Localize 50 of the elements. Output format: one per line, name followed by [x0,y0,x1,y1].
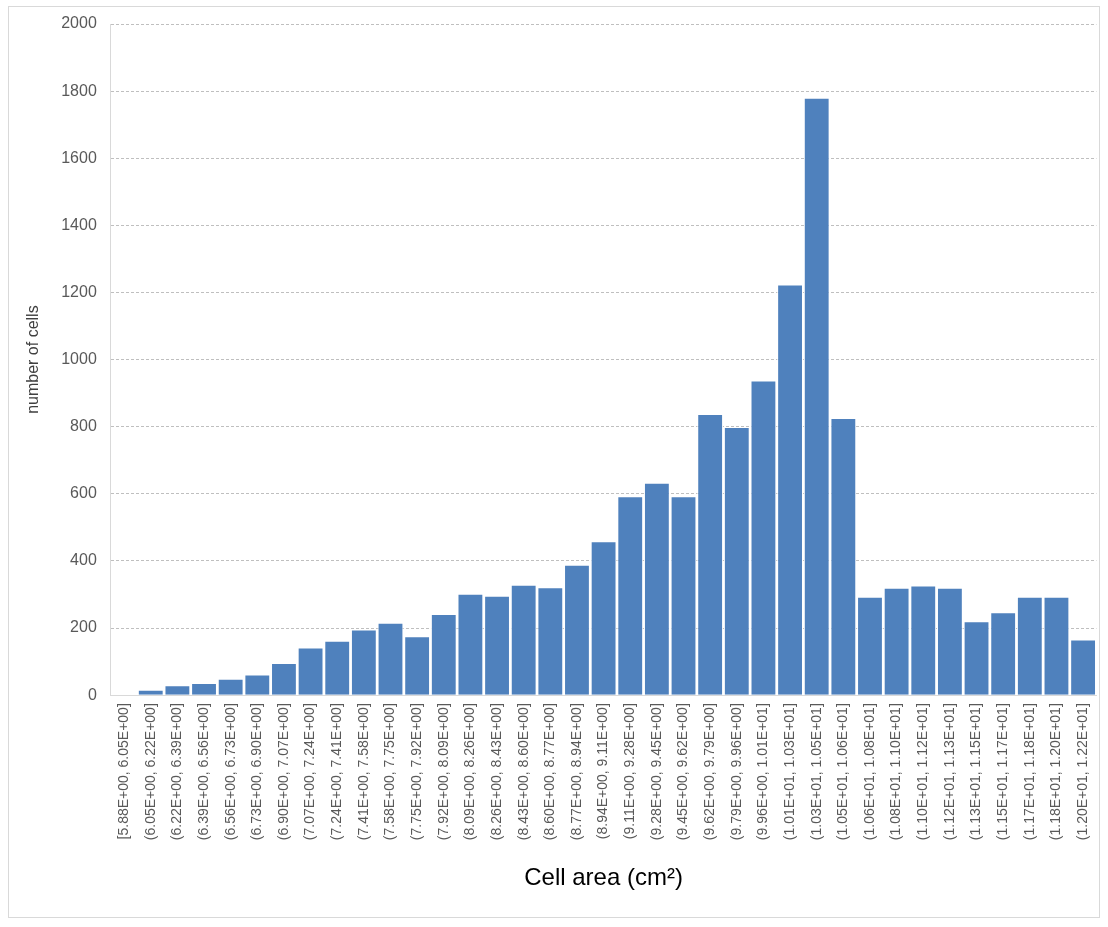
x-tick-label: (8.26E+00, 8.43E+00] [487,703,504,841]
x-tick-label: (1.03E+01, 1.05E+01] [807,703,824,841]
x-tick-label: (1.05E+01, 1.06E+01] [834,703,851,841]
y-tick-label: 600 [70,484,97,502]
x-tick-label: (7.75E+00, 7.92E+00] [407,703,424,841]
y-tick-label: 1600 [61,148,97,166]
x-tick-label: (1.12E+01, 1.13E+01] [940,703,957,841]
x-tick-label: (6.56E+00, 6.73E+00] [221,703,238,841]
x-tick-label: (7.07E+00, 7.24E+00] [301,703,318,841]
y-tick-label: 800 [70,417,97,435]
x-tick-label: (9.45E+00, 9.62E+00] [674,703,691,841]
x-tick-label: (1.08E+01, 1.10E+01] [887,703,904,841]
x-tick-label: (1.01E+01, 1.03E+01] [780,703,797,841]
y-tick-label: 200 [70,618,97,636]
y-tick-label: 1200 [61,282,97,300]
x-tick-label: (1.17E+01, 1.18E+01] [1020,703,1037,841]
x-tick-label: (8.77E+00, 8.94E+00] [567,703,584,841]
x-tick-label: (8.43E+00, 8.60E+00] [514,703,531,841]
x-tick-label: (1.18E+01, 1.20E+01] [1047,703,1064,841]
x-tick-label: (6.22E+00, 6.39E+00] [168,703,185,841]
x-tick-label: (9.62E+00, 9.79E+00] [701,703,718,841]
x-tick-label: (1.20E+01, 1.22E+01] [1073,703,1090,841]
x-tick-label: (7.58E+00, 7.75E+00] [381,703,398,841]
y-tick-label: 2000 [61,14,97,32]
x-tick-label: (1.06E+01, 1.08E+01] [860,703,877,841]
x-tick-label: [5.88E+00, 6.05E+00] [114,703,131,840]
x-tick-label: (1.13E+01, 1.15E+01] [967,703,984,841]
x-tick-label: (7.41E+00, 7.58E+00] [354,703,371,841]
y-tick-label: 1000 [61,350,97,368]
x-tick-label: (6.73E+00, 6.90E+00] [248,703,265,841]
x-tick-label: (9.79E+00, 9.96E+00] [727,703,744,841]
y-axis-title: number of cells [24,305,42,414]
x-tick-label: (6.05E+00, 6.22E+00] [141,703,158,841]
y-tick-label: 400 [70,551,97,569]
x-tick-label: (8.94E+00, 9.11E+00] [594,703,611,840]
x-tick-label: (7.24E+00, 7.41E+00] [328,703,345,841]
x-tick-label: (9.96E+00, 1.01E+01] [754,703,771,841]
x-tick-label: (1.10E+01, 1.12E+01] [914,703,931,841]
x-tick-label: (6.90E+00, 7.07E+00] [274,703,291,841]
y-tick-label: 1400 [61,215,97,233]
x-tick-label: (1.15E+01, 1.17E+01] [994,703,1011,841]
x-tick-label: (9.28E+00, 9.45E+00] [647,703,664,841]
x-tick-label: (6.39E+00, 6.56E+00] [194,703,211,841]
x-tick-label: (7.92E+00, 8.09E+00] [434,703,451,841]
x-tick-label: (9.11E+00, 9.28E+00] [621,703,638,840]
x-tick-label: (8.60E+00, 8.77E+00] [541,703,558,841]
x-axis-title: Cell area (cm²) [524,863,683,891]
x-tick-label: (8.09E+00, 8.26E+00] [461,703,478,841]
y-tick-label: 0 [87,685,97,703]
y-tick-label: 1800 [61,81,97,99]
